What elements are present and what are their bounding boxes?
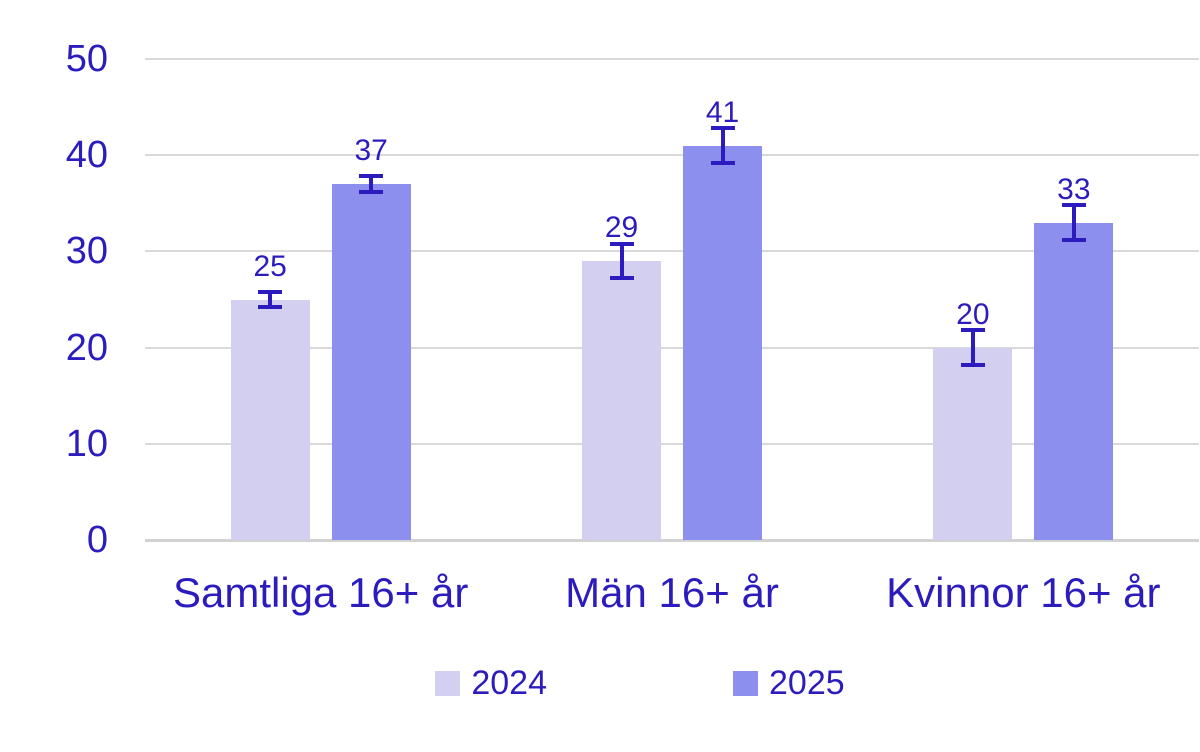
legend-item-2025: 2025	[733, 664, 845, 702]
bar-2025-0	[331, 184, 411, 540]
error-bar-stem	[619, 241, 624, 281]
error-bar-cap-bottom	[359, 189, 384, 194]
gridline	[145, 539, 1199, 542]
error-bar	[609, 241, 634, 281]
gridline	[145, 442, 1199, 445]
bar-value-label: 37	[354, 134, 388, 168]
legend-label: 2025	[769, 664, 845, 702]
error-bar-cap-bottom	[960, 362, 985, 367]
y-tick-label: 20	[65, 326, 108, 369]
legend-item-2024: 2024	[435, 664, 547, 702]
error-bar-cap-bottom	[609, 276, 634, 281]
error-bar	[1061, 203, 1086, 242]
error-bar	[258, 289, 283, 310]
legend: 2024 2025	[40, 664, 1200, 702]
bar-value-label: 41	[705, 95, 740, 129]
x-axis-label: Samtliga 16+ år	[172, 569, 469, 616]
error-bar-cap-top	[258, 289, 283, 294]
error-bar-stem	[970, 328, 975, 367]
x-axis-label: Kvinnor 16+ år	[886, 569, 1161, 616]
error-bar-cap-bottom	[710, 160, 735, 165]
error-bar-stem	[369, 174, 374, 194]
bar-chart: 0 10 20 30 40 50 25 29 20 37 41 33 Samtliga 16+ år…	[40, 16, 1200, 736]
y-tick-label: 40	[65, 134, 108, 177]
error-bar-cap-bottom	[1061, 237, 1086, 242]
y-tick-label: 50	[65, 38, 108, 80]
error-bar-cap-bottom	[258, 305, 283, 310]
error-bar	[359, 174, 384, 194]
bar-value-label: 25	[253, 249, 287, 283]
gridline	[145, 250, 1199, 253]
y-tick-label: 0	[86, 519, 108, 561]
gridline	[145, 58, 1199, 60]
y-tick-label: 10	[65, 422, 108, 465]
bar-2024-2	[933, 347, 1013, 540]
y-tick-label: 30	[65, 230, 108, 273]
error-bar-cap-top	[1061, 203, 1086, 208]
error-bar-cap-top	[960, 328, 985, 333]
error-bar	[710, 126, 735, 165]
bar-2024-0	[230, 299, 310, 540]
bar-value-label: 20	[956, 297, 990, 331]
legend-label: 2024	[471, 664, 547, 702]
gridline	[145, 154, 1199, 157]
error-bar-stem	[268, 289, 273, 310]
bar-2025-2	[1034, 222, 1114, 540]
legend-swatch	[435, 670, 461, 696]
legend-swatch	[733, 670, 758, 696]
error-bar	[960, 328, 985, 367]
bar-2024-1	[582, 261, 661, 540]
bar-2025-1	[683, 145, 762, 540]
error-bar-cap-top	[609, 241, 634, 246]
error-bar-cap-top	[710, 126, 735, 131]
error-bar-cap-top	[359, 174, 384, 179]
bar-value-label: 33	[1057, 172, 1091, 206]
x-axis-label: Män 16+ år	[565, 569, 779, 616]
bar-value-label: 29	[604, 211, 639, 245]
gridline	[145, 346, 1199, 349]
error-bar-stem	[1071, 203, 1076, 242]
error-bar-stem	[720, 126, 725, 165]
